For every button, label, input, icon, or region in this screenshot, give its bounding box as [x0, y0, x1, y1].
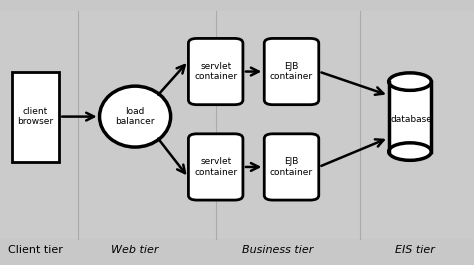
Text: EJB
container: EJB container [270, 62, 313, 81]
Bar [216, 11, 360, 238]
Bar [389, 82, 431, 152]
Text: database: database [390, 115, 432, 124]
FancyBboxPatch shape [189, 38, 243, 105]
Text: servlet
container: servlet container [194, 62, 237, 81]
Ellipse shape [100, 86, 171, 147]
Ellipse shape [389, 73, 431, 90]
Text: load
balancer: load balancer [115, 107, 155, 126]
Text: EIS tier: EIS tier [395, 245, 435, 255]
Bar [12, 72, 59, 162]
Text: Business tier: Business tier [242, 245, 313, 255]
Ellipse shape [389, 143, 431, 160]
Text: EJB
container: EJB container [270, 157, 313, 177]
Text: Client tier: Client tier [8, 245, 63, 255]
FancyBboxPatch shape [264, 38, 319, 105]
FancyBboxPatch shape [264, 134, 319, 200]
FancyBboxPatch shape [189, 134, 243, 200]
Text: servlet
container: servlet container [194, 157, 237, 177]
Text: Web tier: Web tier [111, 245, 159, 255]
Bar [0, 11, 78, 238]
Bar [78, 11, 216, 238]
Bar [360, 11, 474, 238]
Text: client
browser: client browser [18, 107, 54, 126]
